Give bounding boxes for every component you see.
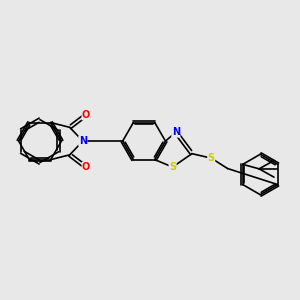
Text: N: N (172, 127, 180, 137)
Text: N: N (79, 136, 87, 146)
Text: O: O (82, 162, 90, 172)
Text: S: S (208, 153, 215, 163)
Text: S: S (169, 162, 176, 172)
Text: O: O (82, 110, 90, 120)
